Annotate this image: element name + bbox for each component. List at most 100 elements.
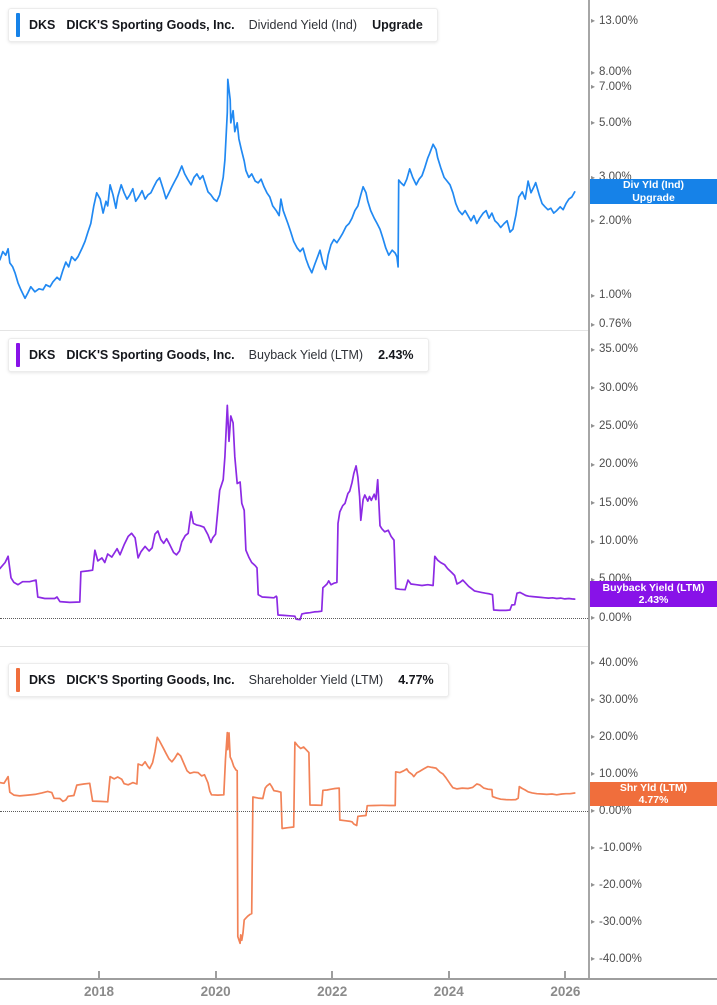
shareholder-yield-line — [0, 731, 576, 945]
y-tick-dividend-yield: ▸ 0.76% — [590, 317, 632, 331]
y-tick-shareholder-yield: ▸ -20.00% — [590, 878, 642, 892]
shareholder-yield-axis-badge[interactable]: Shr Yld (LTM) 4.77% — [590, 782, 717, 806]
dividend-yield-chart[interactable] — [0, 0, 588, 330]
ticker-label: DKS — [29, 673, 56, 687]
y-axis-column[interactable]: ▸ 13.00% ▸ 8.00% ▸ 7.00% ▸ 5.00% ▸ 3.00% ▸ 2.00% ▸ 1.… — [588, 0, 717, 978]
x-axis-label: 2018 — [83, 984, 115, 999]
tick-arrow-icon: ▸ — [591, 732, 596, 742]
y-tick-label: 10.00% — [599, 767, 639, 780]
tick-arrow-icon: ▸ — [591, 880, 596, 890]
y-tick-label: 30.00% — [599, 693, 639, 706]
series-color-bar — [16, 668, 20, 692]
y-tick-buyback-yield: ▸ 10.00% — [590, 534, 638, 548]
tick-arrow-icon: ▸ — [591, 498, 596, 508]
x-tick-mark — [447, 971, 450, 978]
x-tick-mark — [98, 971, 100, 978]
tick-arrow-icon: ▸ — [591, 16, 596, 26]
y-tick-dividend-yield: ▸ 8.00% — [590, 65, 632, 79]
y-tick-shareholder-yield: ▸ 40.00% — [590, 656, 638, 670]
tick-arrow-icon: ▸ — [591, 290, 596, 300]
y-tick-label: 0.76% — [599, 318, 632, 331]
x-axis-line — [0, 978, 717, 980]
y-tick-shareholder-yield: ▸ -30.00% — [590, 915, 642, 929]
dividend-yield-axis-badge[interactable]: Div Yld (Ind) Upgrade — [590, 179, 717, 204]
y-tick-shareholder-yield: ▸ 0.00% — [590, 804, 632, 818]
buyback-yield-line — [0, 404, 576, 621]
tick-arrow-icon: ▸ — [591, 613, 596, 623]
metric-value: 2.43% — [378, 348, 414, 362]
panel-separator — [0, 330, 717, 331]
y-tick-buyback-yield: ▸ 15.00% — [590, 496, 638, 510]
metric-label: Buyback Yield (LTM) — [248, 348, 364, 362]
ticker-label: DKS — [29, 348, 56, 362]
tick-arrow-icon: ▸ — [591, 843, 596, 853]
tick-arrow-icon: ▸ — [591, 769, 596, 779]
panel-separator — [0, 646, 717, 647]
tick-arrow-icon: ▸ — [591, 172, 596, 182]
x-axis-label: 2026 — [550, 984, 581, 999]
company-label: DICK'S Sporting Goods, Inc. — [66, 348, 235, 362]
y-tick-label: 20.00% — [599, 730, 639, 743]
metric-label: Shareholder Yield (LTM) — [248, 673, 384, 687]
y-tick-buyback-yield: ▸ 25.00% — [590, 419, 638, 433]
shareholder-zero-line — [0, 810, 588, 812]
tick-arrow-icon: ▸ — [591, 459, 596, 469]
y-tick-buyback-yield: ▸ 20.00% — [590, 457, 638, 471]
tick-arrow-icon: ▸ — [591, 118, 596, 128]
y-tick-label: 20.00% — [599, 458, 639, 471]
metric-value: 4.77% — [398, 673, 434, 687]
y-tick-shareholder-yield: ▸ -10.00% — [590, 841, 642, 855]
y-tick-label: 25.00% — [599, 419, 639, 432]
tick-arrow-icon: ▸ — [591, 574, 596, 584]
company-label: DICK'S Sporting Goods, Inc. — [66, 673, 235, 687]
tick-arrow-icon: ▸ — [591, 67, 596, 77]
x-axis-label: 2024 — [433, 984, 464, 999]
company-label: DICK'S Sporting Goods, Inc. — [66, 18, 235, 32]
y-tick-label: 30.00% — [599, 381, 639, 394]
badge-line1: Shr Yld (LTM) — [619, 781, 688, 794]
tick-arrow-icon: ▸ — [591, 536, 596, 546]
series-color-bar — [16, 343, 20, 367]
y-tick-label: -20.00% — [599, 878, 642, 891]
buyback-yield-legend[interactable]: DKS DICK'S Sporting Goods, Inc. Buyback … — [8, 338, 429, 372]
y-tick-label: -40.00% — [599, 952, 642, 965]
tick-arrow-icon: ▸ — [591, 806, 596, 816]
dividend-yield-legend[interactable]: DKS DICK'S Sporting Goods, Inc. Dividend… — [8, 8, 438, 42]
dividend-yield-line — [0, 78, 576, 300]
y-tick-dividend-yield: ▸ 2.00% — [590, 214, 632, 228]
badge-line2: Upgrade — [632, 191, 675, 204]
y-tick-label: 10.00% — [599, 535, 639, 547]
y-tick-label: 0.00% — [599, 611, 632, 624]
tick-arrow-icon: ▸ — [591, 421, 596, 431]
y-tick-label: 40.00% — [599, 656, 639, 669]
tick-arrow-icon: ▸ — [591, 319, 596, 329]
y-tick-dividend-yield: ▸ 7.00% — [590, 80, 632, 94]
shareholder-yield-chart[interactable] — [0, 646, 588, 978]
y-tick-shareholder-yield: ▸ 30.00% — [590, 693, 638, 707]
y-tick-label: 7.00% — [599, 80, 632, 93]
tick-arrow-icon: ▸ — [591, 658, 596, 668]
y-tick-label: 8.00% — [599, 66, 632, 79]
y-tick-buyback-yield: ▸ 0.00% — [590, 611, 632, 625]
y-tick-label: 0.00% — [599, 804, 632, 817]
badge-line1: Buyback Yield (LTM) — [602, 581, 705, 594]
buyback-yield-axis-badge[interactable]: Buyback Yield (LTM) 2.43% — [590, 581, 717, 607]
metric-label: Dividend Yield (Ind) — [248, 18, 358, 32]
tick-arrow-icon: ▸ — [591, 695, 596, 705]
tick-arrow-icon: ▸ — [591, 82, 596, 92]
y-tick-label: 1.00% — [599, 289, 632, 301]
y-tick-label: 35.00% — [599, 343, 639, 356]
tick-arrow-icon: ▸ — [591, 383, 596, 393]
y-tick-label: -30.00% — [599, 915, 642, 928]
y-tick-label: -10.00% — [599, 841, 642, 854]
tick-arrow-icon: ▸ — [591, 216, 596, 226]
tick-arrow-icon: ▸ — [591, 344, 596, 354]
metric-value: Upgrade — [372, 18, 423, 32]
buyback-yield-chart[interactable] — [0, 330, 588, 646]
y-tick-dividend-yield: ▸ 1.00% — [590, 288, 632, 302]
y-tick-dividend-yield: ▸ 13.00% — [590, 14, 638, 28]
shareholder-yield-legend[interactable]: DKS DICK'S Sporting Goods, Inc. Sharehol… — [8, 663, 449, 697]
x-tick-mark — [214, 971, 217, 978]
buyback-zero-line — [0, 617, 588, 619]
badge-line1: Div Yld (Ind) — [622, 179, 685, 191]
